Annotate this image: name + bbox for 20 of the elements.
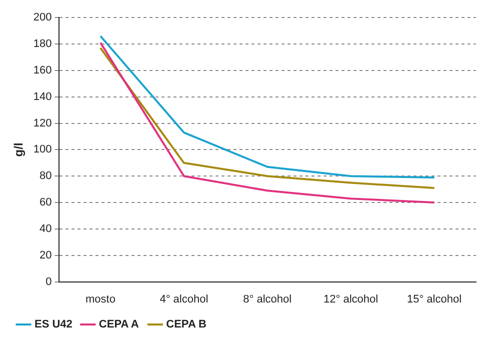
- y-tick-label: 120: [33, 117, 52, 130]
- y-tick-label: 180: [33, 38, 52, 50]
- x-tick-label: 15° alcohol: [406, 293, 462, 306]
- x-tick-label: 12° alcohol: [324, 293, 378, 306]
- y-tick-label: 160: [33, 64, 52, 76]
- x-tick-label: 4° alcohol: [160, 293, 208, 306]
- y-tick-label: 200: [33, 12, 52, 24]
- y-tick-label: 140: [33, 90, 52, 103]
- y-tick-label: 20: [40, 249, 52, 262]
- y-tick-label: 80: [40, 170, 52, 182]
- y-tick-label: 0: [46, 276, 52, 288]
- x-tick-label: 8° alcohol: [243, 293, 292, 306]
- y-tick-label: 60: [40, 196, 52, 209]
- y-tick-label: 40: [40, 222, 52, 235]
- legend-label: CEPA A: [98, 318, 139, 331]
- y-tick-label: 100: [33, 144, 52, 156]
- legend-label: CEPA B: [166, 318, 207, 331]
- y-axis-title: g/l: [12, 142, 26, 157]
- legend-label: ES U42: [34, 318, 72, 331]
- x-tick-label: mosto: [85, 293, 116, 306]
